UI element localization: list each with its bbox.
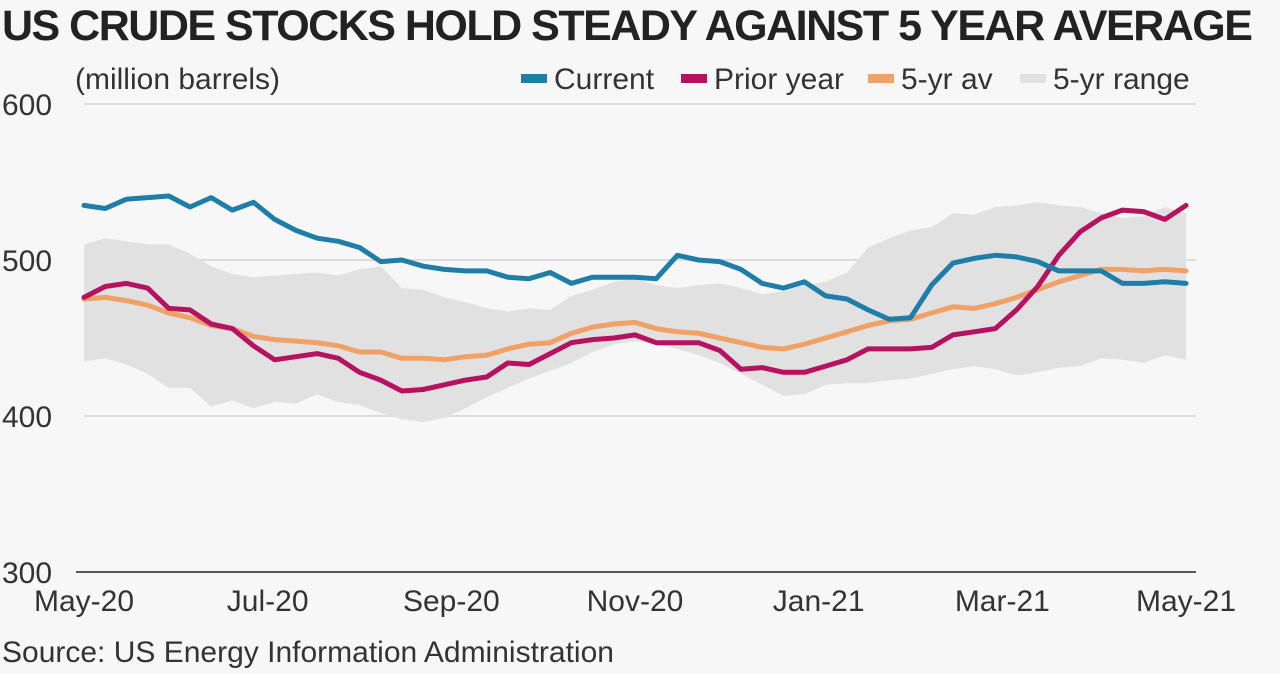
- chart-title: US CRUDE STOCKS HOLD STEADY AGAINST 5 YE…: [2, 2, 1253, 50]
- source-note: Source: US Energy Information Administra…: [2, 636, 614, 669]
- gridlines: [76, 103, 1196, 573]
- series-line-5yr-av: [81, 266, 1189, 363]
- y-tick-label: 500: [2, 245, 52, 278]
- legend-label-current: Current: [554, 63, 655, 96]
- legend-swatch-prior-year: [681, 74, 707, 83]
- legend-label-5yr-av: 5-yr av: [901, 63, 993, 96]
- x-tick-label: May-21: [1136, 585, 1236, 618]
- y-tick-label: 300: [2, 557, 52, 590]
- series-line-prior-year: [81, 202, 1189, 394]
- legend-label-prior-year: Prior year: [714, 63, 844, 96]
- x-tick-label: Nov-20: [587, 585, 684, 618]
- series-5yr-range-band: [84, 202, 1186, 423]
- range-band-layer: [84, 202, 1186, 423]
- legend-swatch-5yr-range: [1020, 74, 1046, 83]
- y-tick-label: 400: [2, 401, 52, 434]
- series-line-current: [81, 193, 1189, 322]
- y-axis-label: (million barrels): [75, 63, 280, 96]
- x-tick-label: Jul-20: [227, 585, 309, 618]
- legend-swatch-current: [521, 74, 547, 83]
- series-lines: [81, 193, 1189, 394]
- chart-legend: Current Prior year 5-yr av 5-yr range: [521, 63, 1190, 96]
- x-tick-label: Jan-21: [773, 585, 865, 618]
- y-tick-label: 600: [2, 89, 52, 122]
- legend-label-5yr-range: 5-yr range: [1053, 63, 1190, 96]
- x-tick-label: May-20: [34, 585, 134, 618]
- legend-swatch-5yr-av: [868, 74, 894, 83]
- axis-labels: 300 400 500 600 May-20 Jul-20 Sep-20 Nov-20 Jan-…: [2, 89, 1236, 618]
- x-tick-label: Sep-20: [403, 585, 500, 618]
- x-tick-label: Mar-21: [955, 585, 1050, 618]
